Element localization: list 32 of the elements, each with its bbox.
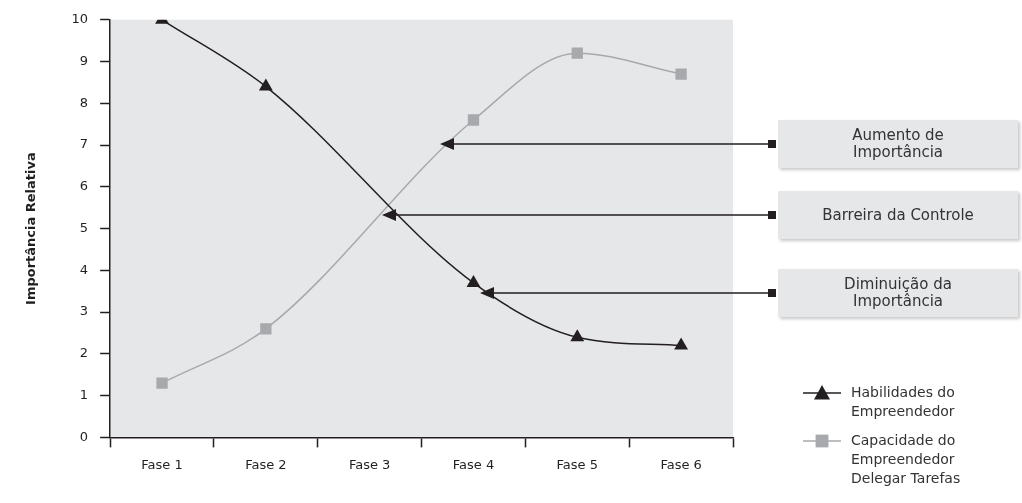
y-tick-label: 1 <box>79 387 89 403</box>
point <box>260 323 272 335</box>
y-tick-label: 6 <box>79 178 89 194</box>
x-tick-label: Fase 3 <box>348 456 391 472</box>
x-tick-label: Fase 6 <box>660 456 702 472</box>
y-tick-label: 10 <box>71 11 89 27</box>
point <box>467 114 480 126</box>
y-tick-label: 3 <box>79 303 89 319</box>
point <box>571 47 583 59</box>
y-tick-label: 7 <box>79 136 89 152</box>
y-tick-label: 5 <box>79 219 89 235</box>
y-axis-title: Importância Relativa <box>23 152 39 305</box>
text: Barreira da Controle <box>821 205 975 224</box>
point <box>675 68 687 80</box>
point <box>258 78 273 91</box>
legend-label: Habilidades do Empreendedor <box>851 383 955 419</box>
text: Aumento de Importância <box>851 126 945 161</box>
point <box>570 329 585 342</box>
x-tick-label: Fase 1 <box>141 456 183 472</box>
point <box>156 377 168 389</box>
text: Diminuição da Importância <box>843 275 953 310</box>
y-tick-label: 0 <box>79 428 89 444</box>
legend-label: Capacidade do Empreendedor Delegar Tarefas <box>851 431 961 486</box>
x-tick-label: Fase 4 <box>452 456 495 472</box>
y-tick-label: 4 <box>79 261 89 277</box>
x-tick-label: Fase 2 <box>245 456 287 472</box>
y-tick-label: 8 <box>79 94 89 110</box>
x-tick-label: Fase 5 <box>556 456 598 472</box>
y-tick-label: 9 <box>79 52 89 68</box>
point <box>674 337 689 350</box>
point <box>466 274 481 287</box>
y-tick-label: 2 <box>79 345 89 361</box>
